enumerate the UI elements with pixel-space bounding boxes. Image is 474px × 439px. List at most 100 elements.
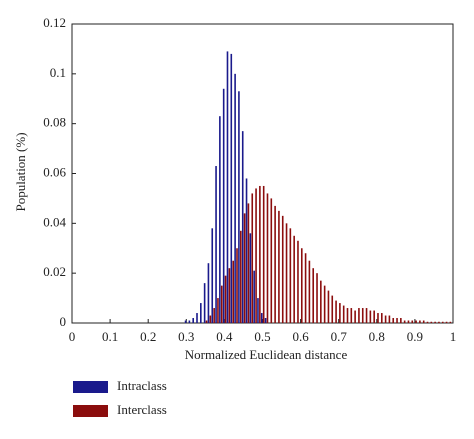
bar xyxy=(411,320,414,323)
bar xyxy=(266,193,269,323)
bar xyxy=(274,205,276,323)
bar xyxy=(217,298,219,323)
bar xyxy=(316,273,318,323)
x-tick-label: 0.4 xyxy=(216,329,233,344)
y-tick-label: 0.08 xyxy=(43,115,66,130)
bar xyxy=(234,73,236,323)
x-tick-label: 1 xyxy=(450,329,457,344)
x-tick-label: 0 xyxy=(69,329,76,344)
x-tick-label: 0.1 xyxy=(102,329,118,344)
bar xyxy=(400,318,402,323)
x-tick-label: 0.7 xyxy=(331,329,348,344)
bar xyxy=(365,308,368,323)
bar xyxy=(245,178,248,323)
bar xyxy=(438,321,440,323)
bar xyxy=(350,308,353,323)
bar xyxy=(270,198,273,323)
bar xyxy=(188,320,191,323)
bar xyxy=(430,321,433,323)
bar xyxy=(232,260,235,323)
y-tick-label: 0.1 xyxy=(50,65,66,80)
bar xyxy=(396,318,398,323)
bar xyxy=(260,313,263,323)
bar xyxy=(377,313,379,323)
bar xyxy=(222,88,225,324)
bar xyxy=(220,285,223,323)
bar xyxy=(211,228,214,323)
bar xyxy=(323,285,326,323)
bar xyxy=(247,203,250,323)
bar xyxy=(226,51,229,324)
bar xyxy=(300,248,303,323)
x-tick-label: 0.6 xyxy=(292,329,309,344)
bar xyxy=(215,166,217,323)
bar xyxy=(335,300,337,323)
bar xyxy=(236,248,238,323)
bar xyxy=(249,233,252,323)
bar xyxy=(304,253,307,323)
y-axis-label: Population (%) xyxy=(13,132,28,211)
bar xyxy=(281,215,284,323)
bar xyxy=(262,185,265,323)
bar xyxy=(434,321,436,323)
bar xyxy=(192,318,194,323)
bar xyxy=(407,320,410,323)
bar xyxy=(243,213,246,323)
x-tick-label: 0.9 xyxy=(407,329,423,344)
bar xyxy=(403,320,406,323)
bar xyxy=(184,320,187,323)
bar xyxy=(213,308,215,323)
bar xyxy=(224,275,227,323)
bar xyxy=(207,263,210,323)
bar xyxy=(297,240,299,323)
bar xyxy=(289,228,292,323)
legend-label: Interclass xyxy=(117,402,167,417)
y-tick-label: 0.12 xyxy=(43,15,66,30)
bar xyxy=(327,290,330,323)
bar xyxy=(342,305,345,323)
bar xyxy=(219,116,221,323)
bar xyxy=(285,223,288,323)
bar xyxy=(380,313,383,323)
bar xyxy=(392,318,395,323)
legend-label: Intraclass xyxy=(117,378,167,393)
bar xyxy=(388,315,391,323)
bar xyxy=(238,91,240,324)
bar xyxy=(422,320,425,323)
bar xyxy=(196,313,198,323)
y-tick-label: 0 xyxy=(60,314,67,329)
bar xyxy=(259,185,261,323)
bar xyxy=(358,308,360,323)
bar xyxy=(241,131,244,323)
bar xyxy=(255,188,257,323)
y-tick-label: 0.06 xyxy=(43,164,66,179)
plot-frame xyxy=(71,23,454,324)
bar xyxy=(264,318,267,323)
x-axis-label: Normalized Euclidean distance xyxy=(185,347,348,362)
bar xyxy=(203,283,206,323)
legend-swatch xyxy=(73,405,108,417)
x-tick-label: 0.2 xyxy=(140,329,156,344)
x-tick-label: 0.5 xyxy=(254,329,270,344)
bar xyxy=(361,308,364,323)
bar xyxy=(293,235,295,323)
y-tick-label: 0.02 xyxy=(43,264,66,279)
bar xyxy=(369,310,372,323)
bar xyxy=(205,320,208,323)
bar xyxy=(200,303,202,323)
bar xyxy=(441,321,444,323)
bar xyxy=(331,295,334,323)
bar xyxy=(354,310,356,323)
bar xyxy=(312,268,315,323)
x-tick-label: 0.3 xyxy=(178,329,194,344)
bar xyxy=(257,298,259,323)
bar xyxy=(251,193,254,323)
bar xyxy=(426,321,429,323)
x-tick-label: 0.8 xyxy=(369,329,385,344)
bar xyxy=(373,310,375,323)
bar xyxy=(339,303,341,323)
bar xyxy=(445,321,448,323)
bar xyxy=(415,320,417,323)
bar xyxy=(253,270,255,323)
